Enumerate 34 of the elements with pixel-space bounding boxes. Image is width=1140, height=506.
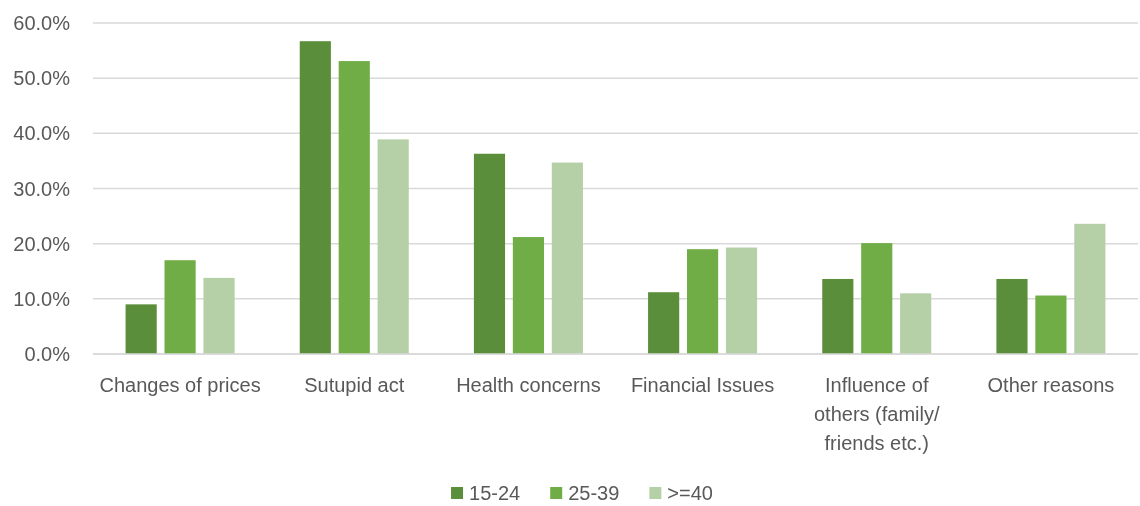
bar <box>473 153 506 354</box>
bar <box>377 139 409 354</box>
x-tick-label: Sutupid act <box>304 374 405 396</box>
x-tick-label: Health concerns <box>456 374 601 396</box>
y-tick-label: 30.0% <box>13 177 71 200</box>
y-tick-label: 0.0% <box>24 343 71 365</box>
bar <box>725 247 758 354</box>
x-tick-label: Other reasons <box>987 374 1115 396</box>
bar <box>1035 295 1067 354</box>
y-tick-label: 10.0% <box>13 287 71 310</box>
bar <box>299 41 331 354</box>
legend-label: 25-39 <box>568 482 620 504</box>
bar <box>822 278 854 354</box>
y-tick-label: 50.0% <box>13 67 71 90</box>
bar <box>687 249 719 354</box>
bar <box>203 277 235 354</box>
legend-label: >=40 <box>667 482 713 504</box>
bar <box>648 292 680 354</box>
x-tick-label: Financial Issues <box>630 374 775 396</box>
legend-label: 15-24 <box>469 482 521 504</box>
bar <box>1074 223 1106 354</box>
bar <box>512 237 544 354</box>
x-tick-label: Influence of others (family/ friends etc.) <box>813 374 940 454</box>
bar <box>551 162 583 354</box>
bar <box>996 278 1028 354</box>
y-tick-label: 20.0% <box>13 232 71 255</box>
y-tick-label: 40.0% <box>13 122 71 145</box>
bar <box>861 243 893 354</box>
bar <box>900 293 932 354</box>
bar <box>338 61 370 354</box>
bar <box>164 260 196 354</box>
x-tick-label: Changes of prices <box>99 374 261 396</box>
y-tick-label: 60.0% <box>13 12 71 34</box>
bar <box>125 304 157 354</box>
